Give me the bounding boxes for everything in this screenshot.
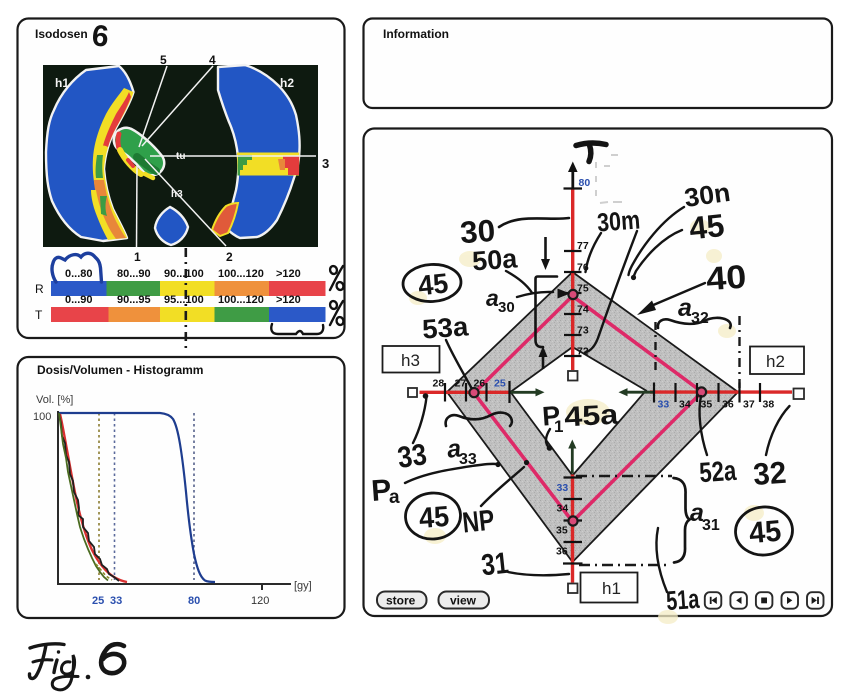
svg-text:31: 31: [702, 517, 720, 534]
svg-text:90...100: 90...100: [164, 268, 204, 280]
svg-text:76: 76: [577, 262, 589, 274]
svg-text:95...100: 95...100: [164, 294, 204, 306]
svg-text:Information: Information: [383, 27, 449, 41]
svg-text:h1: h1: [602, 579, 621, 598]
svg-text:45: 45: [748, 515, 783, 551]
svg-text:h3: h3: [401, 351, 420, 370]
svg-text:1: 1: [134, 250, 141, 264]
svg-text:26: 26: [474, 378, 486, 390]
svg-text:33: 33: [110, 595, 122, 607]
svg-text:120: 120: [251, 595, 269, 607]
svg-text:a: a: [678, 294, 692, 322]
svg-text:store: store: [386, 594, 416, 608]
svg-text:30n: 30n: [682, 177, 732, 213]
svg-text:1: 1: [554, 417, 563, 436]
svg-text:31: 31: [480, 547, 510, 583]
svg-text:P: P: [541, 400, 561, 431]
svg-text:h2: h2: [766, 352, 785, 371]
svg-text:90...95: 90...95: [117, 294, 151, 306]
svg-text:30: 30: [459, 213, 496, 250]
svg-text:R: R: [35, 282, 44, 296]
svg-text:Isodosen: Isodosen: [35, 27, 88, 41]
svg-text:52a: 52a: [698, 455, 737, 489]
svg-text:a: a: [690, 499, 704, 527]
svg-text:27: 27: [455, 378, 467, 390]
svg-text:75: 75: [577, 283, 589, 295]
svg-text:Vol. [%]: Vol. [%]: [36, 394, 73, 406]
svg-text:32: 32: [752, 455, 787, 492]
svg-text:45a: 45a: [563, 399, 619, 433]
svg-text:0...90: 0...90: [65, 294, 93, 306]
svg-text:Dosis/Volumen - Histogramm: Dosis/Volumen - Histogramm: [37, 363, 203, 377]
svg-text:>120: >120: [276, 294, 301, 306]
svg-text:h2: h2: [280, 76, 294, 90]
svg-text:80: 80: [579, 177, 591, 189]
svg-text:34: 34: [557, 503, 569, 515]
svg-text:30: 30: [498, 299, 515, 316]
svg-text:37: 37: [743, 399, 755, 411]
svg-text:28: 28: [433, 378, 445, 390]
svg-text:45: 45: [418, 501, 450, 535]
svg-text:[gy]: [gy]: [294, 580, 312, 592]
svg-text:40: 40: [705, 258, 747, 298]
svg-text:72: 72: [577, 346, 589, 358]
svg-text:a: a: [389, 487, 400, 508]
svg-text:38: 38: [763, 399, 775, 411]
svg-text:51a: 51a: [665, 584, 701, 616]
svg-text:4: 4: [209, 53, 216, 67]
svg-text:100: 100: [33, 411, 51, 423]
svg-text:45: 45: [687, 207, 726, 246]
svg-text:74: 74: [577, 304, 589, 316]
svg-text:77: 77: [577, 240, 589, 252]
svg-text:35: 35: [556, 525, 568, 537]
svg-text:h3: h3: [171, 189, 183, 200]
svg-text:50a: 50a: [471, 243, 519, 276]
svg-text:view: view: [450, 594, 477, 608]
svg-text:100...120: 100...120: [218, 268, 264, 280]
svg-text:34: 34: [679, 399, 691, 411]
svg-text:36: 36: [556, 546, 568, 558]
svg-text:80: 80: [188, 595, 200, 607]
svg-text:h1: h1: [55, 76, 69, 90]
svg-text:0...80: 0...80: [65, 268, 93, 280]
svg-text:a: a: [486, 285, 499, 311]
svg-text:100...120: 100...120: [218, 294, 264, 306]
svg-text:5: 5: [160, 53, 167, 67]
svg-text:73: 73: [577, 325, 589, 337]
svg-text:25: 25: [494, 378, 506, 390]
svg-text:33: 33: [459, 451, 477, 468]
svg-text:3: 3: [322, 156, 329, 171]
svg-text:>120: >120: [276, 268, 301, 280]
svg-text:35: 35: [701, 399, 713, 411]
svg-text:2: 2: [226, 250, 233, 264]
svg-text:33: 33: [557, 482, 569, 494]
svg-text:a: a: [446, 434, 463, 463]
svg-text:tu: tu: [176, 151, 185, 162]
svg-text:NP: NP: [461, 504, 496, 539]
svg-text:6: 6: [91, 19, 111, 53]
svg-text:30m: 30m: [596, 204, 641, 237]
svg-text:T: T: [35, 308, 43, 322]
svg-text:25: 25: [92, 595, 104, 607]
svg-text:45: 45: [417, 267, 450, 301]
svg-text:33: 33: [395, 438, 428, 475]
svg-text:P: P: [370, 474, 392, 508]
svg-text:33: 33: [658, 399, 670, 411]
svg-text:36: 36: [722, 399, 734, 411]
svg-text:80...90: 80...90: [117, 268, 151, 280]
